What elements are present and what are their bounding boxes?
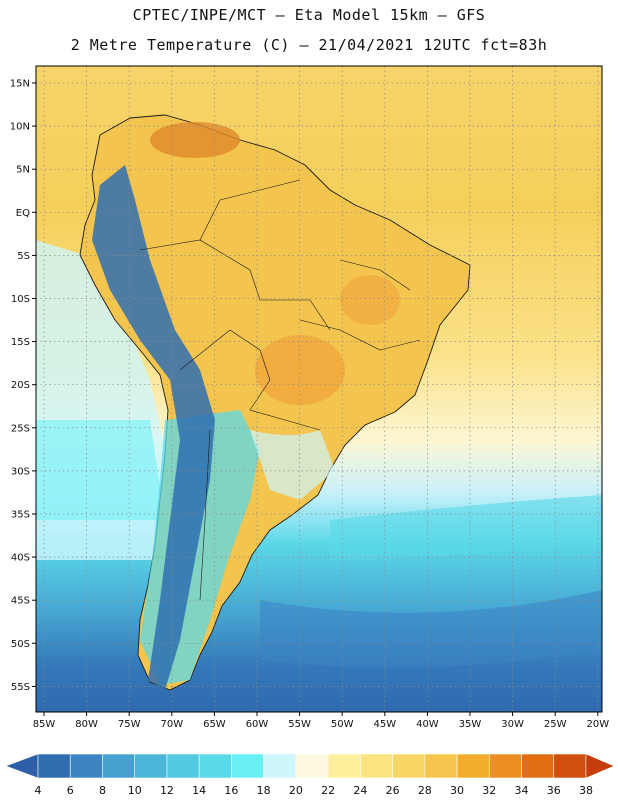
atlantic-band-1 — [330, 495, 602, 560]
pacific-cold-zone — [36, 420, 165, 520]
colorbar-label: 38 — [579, 784, 593, 797]
latitude-label: 55S — [11, 682, 30, 693]
colorbar-label: 20 — [289, 784, 303, 797]
atlantic-band-2 — [260, 590, 602, 668]
colorbar-segment — [456, 753, 490, 779]
colorbar-label: 32 — [482, 784, 496, 797]
uruguay-mild-zone — [250, 430, 335, 500]
colorbar-high-arrow — [585, 753, 615, 779]
colorbar-label: 34 — [515, 784, 529, 797]
latitude-label: 25S — [11, 423, 30, 434]
latitude-label: 15N — [10, 79, 30, 90]
lat-lon-grid — [32, 66, 602, 716]
longitude-label: 60W — [246, 719, 269, 730]
latitude-label: 10S — [11, 294, 30, 305]
colorbar-label: 28 — [418, 784, 432, 797]
latitude-labels: 15N 10N 5N EQ 5S 10S 15S 20S 25S 30S 35S 40S 45S 50S 5… — [10, 79, 30, 693]
longitude-label: 30W — [501, 719, 524, 730]
latitude-label: 40S — [11, 553, 30, 564]
colorbar-label: 14 — [192, 784, 206, 797]
longitude-label: 65W — [203, 719, 226, 730]
colorbar-segments — [5, 753, 615, 779]
interior-hot-spot — [255, 335, 345, 405]
colorbar-segment — [198, 753, 232, 779]
colorbar-segment — [263, 753, 297, 779]
colorbar-label: 10 — [128, 784, 142, 797]
longitude-label: 80W — [75, 719, 98, 730]
latitude-label: 45S — [11, 596, 30, 607]
latitude-label: 15S — [11, 337, 30, 348]
colorbar-segment — [134, 753, 168, 779]
colorbar-low-arrow — [5, 753, 39, 779]
latitude-label: 35S — [11, 510, 30, 521]
map-frame — [35, 65, 603, 713]
longitude-label: 45W — [373, 719, 396, 730]
longitude-label: 40W — [416, 719, 439, 730]
andes-cold-strip — [92, 165, 215, 690]
colorbar-segment — [166, 753, 200, 779]
colorbar-label: 24 — [353, 784, 367, 797]
colorbar-label: 6 — [67, 784, 74, 797]
colorbar-segment — [521, 753, 555, 779]
colorbar-segment — [488, 753, 522, 779]
colorbar-segment — [69, 753, 103, 779]
colorbar-segment — [327, 753, 361, 779]
brazil-warm-spot — [340, 275, 400, 325]
colorbar-segment — [102, 753, 136, 779]
longitude-label: 70W — [160, 719, 183, 730]
colorbar-label: 12 — [160, 784, 174, 797]
country-borders — [139, 179, 421, 601]
latitude-label: EQ — [16, 208, 30, 219]
colorbar-label: 16 — [224, 784, 238, 797]
map-plot-area — [36, 66, 602, 712]
colorbar-segment — [231, 753, 264, 779]
colorbar-label: 8 — [99, 784, 106, 797]
colorbar-segment — [295, 753, 329, 779]
colorbar-label: 30 — [450, 784, 464, 797]
colorbar-segment — [424, 753, 458, 779]
longitude-label: 75W — [118, 719, 141, 730]
longitude-label: 55W — [288, 719, 311, 730]
latitude-label: 10N — [10, 122, 30, 133]
venezuela-hot-spot — [150, 122, 240, 158]
longitude-label: 50W — [331, 719, 354, 730]
longitude-label: 20W — [586, 719, 609, 730]
chart-title-line-1: CPTEC/INPE/MCT – Eta Model 15km – GFS — [132, 6, 486, 24]
colorbar-label: 4 — [35, 784, 42, 797]
colorbar-label: 18 — [257, 784, 271, 797]
latitude-label: 20S — [11, 380, 30, 391]
colorbar-label: 26 — [386, 784, 400, 797]
latitude-label: 5S — [17, 251, 30, 262]
latitude-label: 30S — [11, 466, 30, 477]
latitude-label: 50S — [11, 639, 30, 650]
colorbar: 4 6 8 10 12 14 16 18 20 22 24 26 28 30 32 34 36 38 — [5, 753, 615, 797]
colorbar-label: 36 — [547, 784, 561, 797]
colorbar-segment — [553, 753, 587, 779]
longitude-label: 85W — [33, 719, 56, 730]
longitude-label: 25W — [544, 719, 567, 730]
colorbar-segment — [360, 753, 393, 779]
longitude-labels: 85W 80W 75W 70W 65W 60W 55W 50W 45W 40W 35W 30W 25W 2… — [33, 719, 610, 730]
colorbar-label: 22 — [321, 784, 335, 797]
colorbar-labels: 4 6 8 10 12 14 16 18 20 22 24 26 28 30 32 34 36 38 — [35, 784, 594, 797]
colorbar-segment — [37, 753, 71, 779]
chart-title-line-2: 2 Metre Temperature (C) – 21/04/2021 12U… — [70, 36, 548, 54]
longitude-label: 35W — [459, 719, 482, 730]
latitude-label: 5N — [16, 165, 30, 176]
temperature-map: 15N 10N 5N EQ 5S 10S 15S 20S 25S 30S 35S 40S 45S 50S 5… — [10, 65, 610, 730]
colorbar-segment — [392, 753, 426, 779]
